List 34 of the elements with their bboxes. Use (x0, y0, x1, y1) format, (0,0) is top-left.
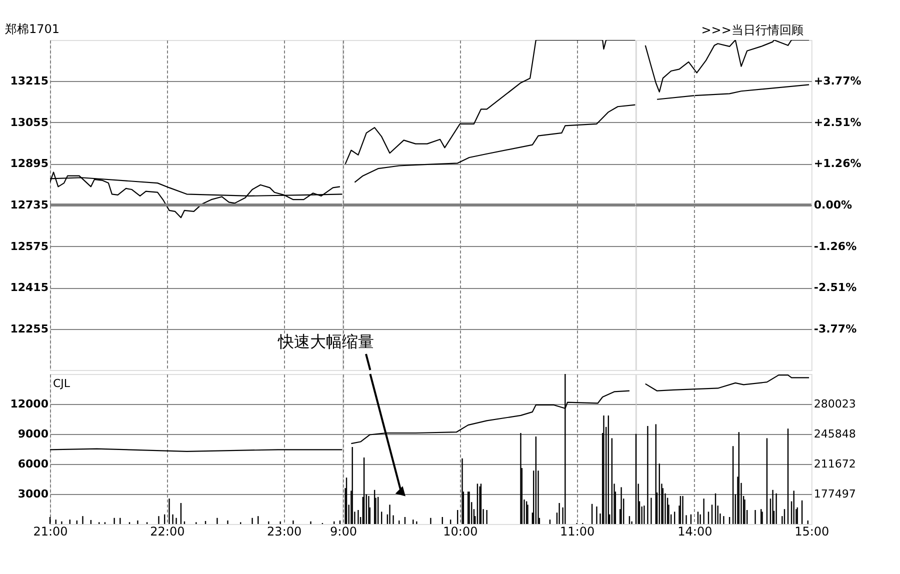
y2-tick-label: 0.00% (814, 198, 852, 212)
y-tick-label: 12000 (10, 398, 49, 410)
annotation: 快速大幅缩量 (277, 332, 374, 351)
y-tick-label: 12255 (10, 322, 48, 336)
x-tick-label: 10:00 (443, 524, 478, 538)
chart-title: 郑棉1701 (5, 22, 60, 36)
y2-tick-label: -2.51% (814, 281, 857, 294)
y-tick-label: 3000 (18, 488, 49, 500)
y2-tick-label: 245848 (814, 428, 856, 440)
x-tick-label: 21:00 (33, 524, 68, 538)
x-tick-label: 9:00 (330, 524, 357, 538)
x-tick-label: 23:00 (267, 524, 302, 538)
y2-tick-label: 280023 (814, 398, 856, 410)
x-tick-label: 22:00 (150, 524, 185, 538)
y-tick-label: 6000 (18, 458, 49, 470)
y-axis-title: CJL (53, 377, 71, 390)
y2-tick-label: -1.26% (814, 240, 857, 253)
y-tick-label: 12415 (10, 281, 48, 294)
y2-tick-label: 211672 (814, 458, 856, 470)
y-tick-label: 12735 (10, 198, 48, 212)
y2-tick-label: -3.77% (814, 322, 857, 336)
x-tick-label: 11:00 (560, 524, 595, 538)
y-tick-label: 13055 (10, 116, 48, 129)
y2-tick-label: +2.51% (814, 116, 862, 129)
y-tick-label: 12895 (10, 157, 48, 170)
y-tick-label: 13215 (10, 74, 48, 88)
y2-tick-label: +3.77% (814, 74, 862, 88)
y2-tick-label: +1.26% (814, 157, 862, 170)
x-tick-label: 15:00 (794, 524, 830, 538)
text: >>>当日行情回顾 (701, 23, 804, 37)
y-tick-label: 12575 (10, 240, 48, 253)
y-tick-label: 9000 (18, 428, 49, 440)
x-tick-label: 14:00 (678, 524, 712, 538)
y2-tick-label: 177497 (814, 488, 856, 500)
